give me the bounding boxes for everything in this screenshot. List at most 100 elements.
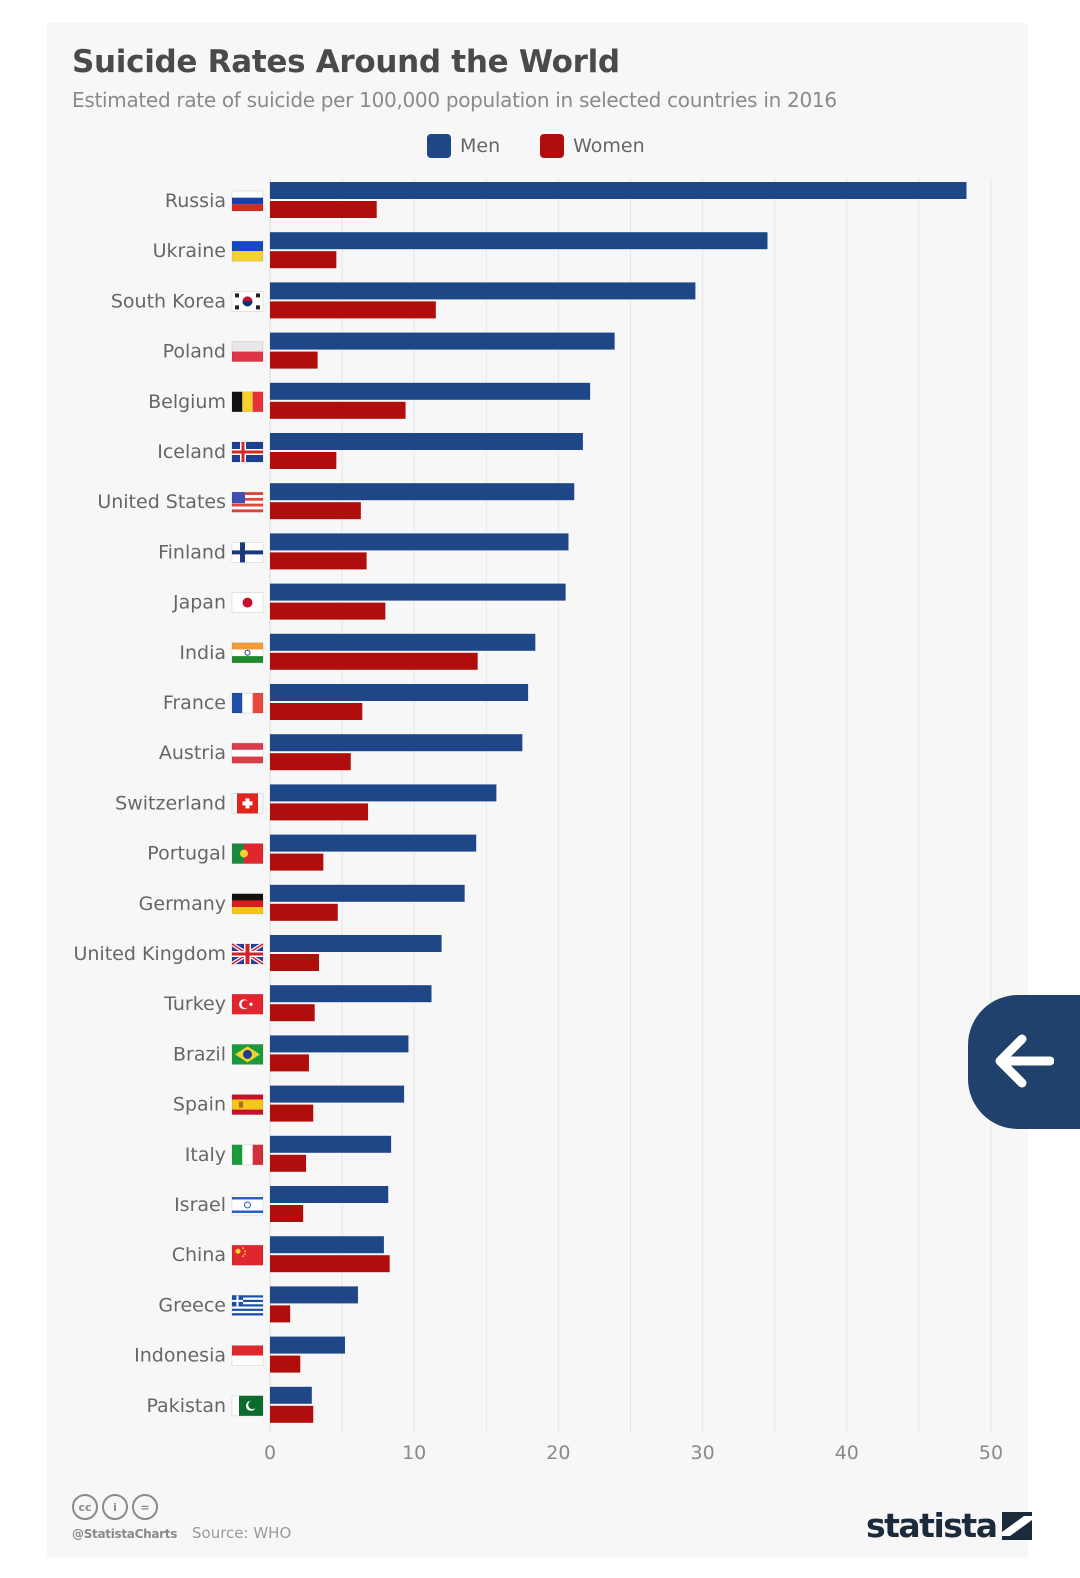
bar-men (270, 985, 432, 1003)
flag-south-korea-icon (231, 290, 264, 312)
category-label: Turkey (163, 993, 226, 1015)
no-derivatives-icon: = (132, 1494, 158, 1520)
bar-women (270, 1004, 315, 1022)
category-label: Greece (158, 1294, 226, 1316)
flag-united-kingdom-icon (230, 942, 265, 966)
category-label: Poland (163, 341, 226, 363)
category-label: Belgium (148, 391, 226, 413)
bar-men (270, 1386, 312, 1404)
bar-women (270, 602, 386, 620)
back-button[interactable] (968, 995, 1080, 1129)
legend-swatch-men (427, 134, 451, 158)
legend-item-women: Women (540, 134, 645, 158)
category-label: United States (97, 491, 226, 513)
legend-label-women: Women (573, 135, 645, 157)
bar-women (270, 703, 363, 720)
chart-subtitle: Estimated rate of suicide per 100,000 po… (72, 88, 837, 112)
bars (270, 182, 967, 1423)
bar-men (270, 935, 442, 952)
bar-men (270, 232, 768, 250)
bar-women (270, 1255, 390, 1273)
bar-men (270, 433, 583, 450)
bar-men (270, 884, 465, 902)
category-label: Russia (165, 190, 226, 212)
license-icons: cc i = (72, 1494, 158, 1520)
legend-label-men: Men (460, 135, 501, 157)
bar-men (270, 483, 575, 501)
bar-women (270, 1154, 307, 1172)
category-label: Switzerland (115, 792, 226, 814)
category-label: Ukraine (153, 240, 226, 262)
x-tick-label: 20 (546, 1442, 570, 1464)
bar-men (270, 583, 566, 601)
bar-men (270, 684, 529, 701)
x-tick-label: 40 (835, 1442, 859, 1464)
flag-italy-icon (231, 1144, 264, 1166)
flag-india-icon (231, 642, 264, 664)
bar-women (270, 502, 361, 520)
legend-item-men: Men (427, 134, 500, 158)
flag-germany-icon (231, 893, 264, 915)
x-tick-label: 10 (402, 1442, 426, 1464)
category-label: Germany (139, 893, 226, 915)
bar-women (270, 1355, 301, 1373)
category-label: Spain (173, 1094, 226, 1116)
bar-men (270, 1186, 389, 1203)
flag-austria-icon (231, 742, 264, 764)
category-label: Finland (158, 541, 226, 563)
category-label: Pakistan (146, 1395, 226, 1417)
statista-handle[interactable]: @StatistaCharts (72, 1527, 178, 1541)
bar-women (270, 452, 337, 469)
statista-logo[interactable]: statista (866, 1506, 1033, 1545)
bar-women (270, 201, 377, 218)
flag-switzerland-icon (231, 793, 264, 814)
flag-greece-icon (231, 1295, 264, 1316)
bar-women (270, 1205, 304, 1222)
bar-women (270, 351, 318, 369)
bar-men (270, 533, 569, 551)
flag-japan-icon (231, 592, 264, 613)
category-label: United Kingdom (73, 943, 226, 965)
bar-men (270, 1035, 409, 1053)
flag-ukraine-icon (231, 240, 264, 262)
bar-women (270, 1054, 309, 1072)
bar-women (270, 552, 367, 570)
flag-iceland-icon (231, 441, 264, 463)
statista-mark-icon (1002, 1511, 1033, 1540)
bar-women (270, 954, 320, 971)
attribution-icon: i (102, 1494, 128, 1520)
category-label: Iceland (157, 441, 226, 463)
bar-women (270, 1104, 314, 1122)
flag-united-states-icon (231, 491, 264, 513)
flag-belgium-icon (231, 391, 264, 413)
category-label: South Korea (111, 290, 226, 312)
chart-card (47, 23, 1028, 1558)
flag-russia-icon (231, 190, 264, 212)
x-tick-label: 30 (691, 1442, 715, 1464)
category-label: France (163, 692, 226, 714)
bar-women (270, 1405, 314, 1423)
category-label: Japan (172, 592, 226, 614)
chart-title: Suicide Rates Around the World (72, 44, 620, 80)
bar-women (270, 652, 478, 670)
x-tick-label: 50 (979, 1442, 1003, 1464)
flag-finland-icon (231, 542, 264, 563)
bar-men (270, 282, 696, 300)
bar-men (270, 1135, 392, 1153)
flag-poland-icon (231, 341, 264, 363)
category-label: India (179, 642, 226, 664)
bar-men (270, 734, 523, 752)
bar-women (270, 301, 436, 319)
bar-men (270, 834, 477, 852)
flag-portugal-icon (231, 843, 264, 864)
category-label: Indonesia (134, 1345, 226, 1367)
bar-women (270, 853, 324, 871)
bar-men (270, 1085, 405, 1103)
bar-women (270, 803, 369, 821)
category-label: Austria (159, 742, 226, 764)
flag-china-icon (231, 1244, 264, 1266)
flag-israel-icon (231, 1194, 264, 1216)
bar-women (270, 753, 351, 771)
legend-swatch-women (540, 134, 565, 158)
